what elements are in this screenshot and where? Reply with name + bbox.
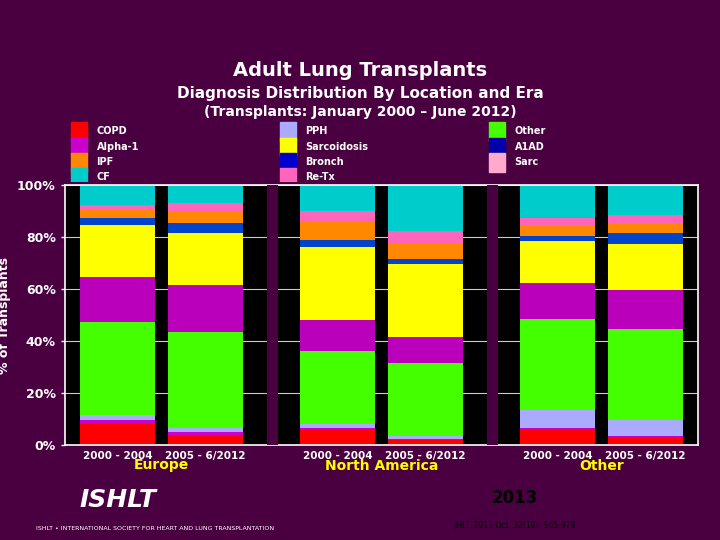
Bar [71,122,87,141]
Bar [608,244,683,291]
Bar [80,415,155,420]
Bar [490,122,505,141]
Bar [388,363,463,436]
Bar [71,168,87,187]
Bar [280,168,296,187]
Bar [80,210,155,218]
Bar [168,233,243,285]
Bar [521,282,595,319]
Bar [388,185,463,231]
Bar [80,218,155,225]
Bar [521,429,595,445]
Bar [608,437,683,445]
Bar [280,138,296,156]
Bar [168,185,243,203]
Bar [300,320,375,352]
Bar [168,211,243,222]
Bar [168,435,243,445]
Text: PPH: PPH [305,126,328,137]
Bar [608,215,683,222]
Bar [300,185,375,211]
Text: ISHLT: ISHLT [79,488,156,512]
Bar [388,440,463,445]
Y-axis label: % of Transplants: % of Transplants [0,256,12,374]
Bar [521,410,595,428]
Bar [300,352,375,424]
Text: (Transplants: January 2000 – June 2012): (Transplants: January 2000 – June 2012) [204,105,516,119]
Bar [521,218,595,225]
Text: Bronch: Bronch [305,158,344,167]
Bar [521,225,595,235]
Text: North America: North America [325,458,438,472]
Text: COPD: COPD [96,126,127,137]
Bar [300,428,375,429]
Text: Sarcoidosis: Sarcoidosis [305,142,369,152]
Bar [300,211,375,221]
Bar [168,285,243,332]
Bar [608,291,683,329]
Bar [80,420,155,424]
Text: 2013: 2013 [492,489,538,507]
Bar [280,122,296,141]
Bar [80,278,155,321]
Text: IPF: IPF [96,158,114,167]
Text: Alpha-1: Alpha-1 [96,142,139,152]
Text: Adult Lung Transplants: Adult Lung Transplants [233,61,487,80]
Bar [490,138,505,156]
Bar [80,321,155,415]
Text: Diagnosis Distribution By Location and Era: Diagnosis Distribution By Location and E… [176,86,544,102]
Bar [80,424,155,445]
Bar [300,429,375,445]
Bar [521,428,595,429]
Text: CF: CF [96,172,110,183]
Bar [521,319,595,410]
Bar [388,337,463,363]
Bar [608,185,683,215]
Bar [490,153,505,172]
Text: Sarc: Sarc [515,158,539,167]
Text: JHLT. 2013 Oct; 32(10): 965-978: JHLT. 2013 Oct; 32(10): 965-978 [454,521,575,530]
Text: Re-Tx: Re-Tx [305,172,336,183]
Bar [300,247,375,320]
Bar [168,222,243,233]
Bar [608,329,683,420]
Bar [388,259,463,264]
Bar [521,241,595,282]
Text: Other: Other [579,458,624,472]
Bar [388,231,463,244]
Bar [388,264,463,337]
Bar [71,138,87,156]
Bar [608,420,683,436]
Bar [168,332,243,428]
Text: ISHLT • INTERNATIONAL SOCIETY FOR HEART AND LUNG TRANSPLANTATION: ISHLT • INTERNATIONAL SOCIETY FOR HEART … [36,526,274,531]
Bar [80,185,155,205]
Bar [168,203,243,211]
Bar [80,225,155,278]
Bar [521,185,595,218]
Bar [388,438,463,440]
Text: Europe: Europe [134,458,189,472]
Bar [608,222,683,233]
Bar [168,432,243,435]
Bar [300,240,375,247]
Bar [388,244,463,259]
Bar [521,235,595,241]
Bar [300,221,375,240]
Text: Other: Other [515,126,546,137]
Bar [80,205,155,210]
Bar [608,233,683,244]
Bar [71,153,87,172]
Bar [388,436,463,438]
Bar [280,153,296,172]
Text: A1AD: A1AD [515,142,544,152]
Bar [608,436,683,437]
Bar [300,424,375,428]
Bar [168,428,243,432]
